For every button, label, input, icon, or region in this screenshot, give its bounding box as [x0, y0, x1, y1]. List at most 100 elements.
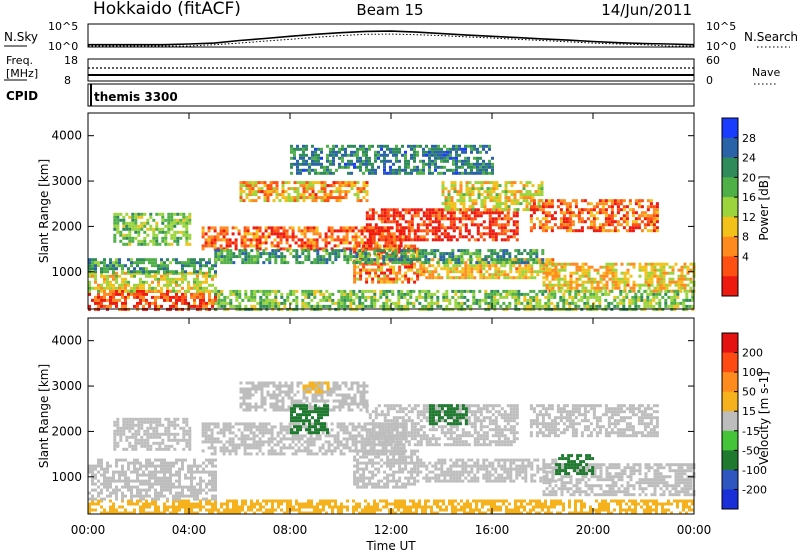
heatmap-cell [265, 508, 268, 512]
heatmap-cell [613, 226, 617, 230]
heatmap-cell [253, 295, 257, 299]
heatmap-cell [610, 223, 614, 227]
heatmap-cell [400, 289, 404, 293]
heatmap-cell [485, 150, 488, 154]
heatmap-cell [464, 150, 467, 154]
heatmap-cell [459, 202, 463, 206]
heatmap-cell [291, 229, 295, 233]
heatmap-cell [540, 184, 544, 188]
heatmap-cell [587, 277, 591, 281]
heatmap-cell [484, 258, 488, 262]
heatmap-cell [611, 277, 615, 281]
heatmap-cell [268, 252, 272, 256]
heatmap-cell [289, 301, 293, 305]
heatmap-cell [383, 156, 386, 160]
heatmap-cell [146, 242, 150, 246]
heatmap-cell [190, 292, 193, 296]
heatmap-cell [646, 301, 650, 305]
heatmap-cell [279, 238, 283, 242]
heatmap-cell [320, 184, 324, 188]
heatmap-cell [100, 298, 103, 302]
heatmap-cell [607, 217, 611, 221]
heatmap-cell [434, 159, 437, 163]
heatmap-cell [539, 258, 543, 262]
heatmap-cell [268, 508, 271, 512]
heatmap-cell [545, 274, 549, 278]
heatmap-cell [187, 502, 190, 506]
colorbar-swatch [722, 197, 738, 218]
heatmap-cell [502, 499, 505, 503]
heatmap-cell [283, 304, 287, 308]
heatmap-cell [88, 505, 91, 509]
heatmap-cell [595, 226, 599, 230]
heatmap-cell [368, 171, 371, 175]
heatmap-cell [492, 190, 496, 194]
heatmap-cell [419, 270, 423, 274]
heatmap-cell [295, 249, 299, 253]
heatmap-cell [406, 289, 410, 293]
heatmap-cell [238, 304, 242, 308]
heatmap-cell [392, 247, 396, 251]
heatmap-cell [353, 181, 357, 185]
heatmap-cell [157, 283, 160, 287]
heatmap-cell [646, 298, 650, 302]
heatmap-cell [433, 252, 437, 256]
heatmap-cell [243, 232, 247, 236]
heatmap-cell [309, 229, 313, 233]
heatmap-cell [468, 187, 472, 191]
heatmap-cell [259, 505, 262, 509]
heatmap-cell [484, 295, 488, 299]
heatmap-cell [383, 244, 387, 248]
heatmap-cell [608, 262, 612, 266]
heatmap-cell [479, 162, 482, 166]
heatmap-cell [300, 241, 304, 245]
heatmap-cell [509, 217, 513, 221]
heatmap-cell [598, 295, 602, 299]
heatmap-cell [365, 271, 369, 275]
heatmap-cell [232, 304, 236, 308]
heatmap-cell [368, 168, 371, 172]
heatmap-cell [220, 249, 224, 253]
heatmap-cell [418, 252, 422, 256]
heatmap-cell [332, 181, 336, 185]
heatmap-cell [628, 208, 632, 212]
heatmap-cell [380, 214, 384, 218]
heatmap-cell [587, 274, 591, 278]
heatmap-cell [565, 229, 569, 233]
colorbar-swatch [722, 256, 738, 277]
heatmap-cell [253, 502, 256, 506]
heatmap-cell [323, 193, 327, 197]
heatmap-cell [383, 277, 387, 281]
heatmap-cell [592, 301, 596, 305]
heatmap-cell [499, 249, 503, 253]
heatmap-cell [617, 277, 621, 281]
heatmap-cell [250, 502, 253, 506]
heatmap-cell [199, 295, 202, 299]
heatmap-cell [440, 276, 444, 280]
heatmap-cell [436, 298, 440, 302]
heatmap-cell [605, 283, 609, 287]
heatmap-cell [296, 187, 300, 191]
heatmap-cell [136, 261, 139, 265]
heatmap-cell [575, 271, 579, 275]
heatmap-cell [196, 502, 199, 506]
heatmap-cell [320, 165, 323, 169]
heatmap-cell [448, 502, 451, 506]
heatmap-cell [172, 502, 175, 506]
heatmap-cell [256, 255, 260, 259]
heatmap-cell [134, 227, 138, 231]
heatmap-cell [529, 289, 533, 293]
heatmap-cell [115, 292, 118, 296]
heatmap-cell [272, 190, 276, 194]
heatmap-cell [459, 196, 463, 200]
heatmap-cell [173, 239, 177, 243]
heatmap-cell [148, 511, 151, 515]
heatmap-cell [607, 292, 611, 296]
heatmap-cell [91, 274, 94, 278]
heatmap-cell [644, 283, 648, 287]
heatmap-cell [154, 261, 157, 265]
heatmap-cell [446, 156, 449, 160]
heatmap-cell [148, 286, 151, 290]
heatmap-cell [322, 255, 326, 259]
heatmap-cell [178, 295, 181, 299]
